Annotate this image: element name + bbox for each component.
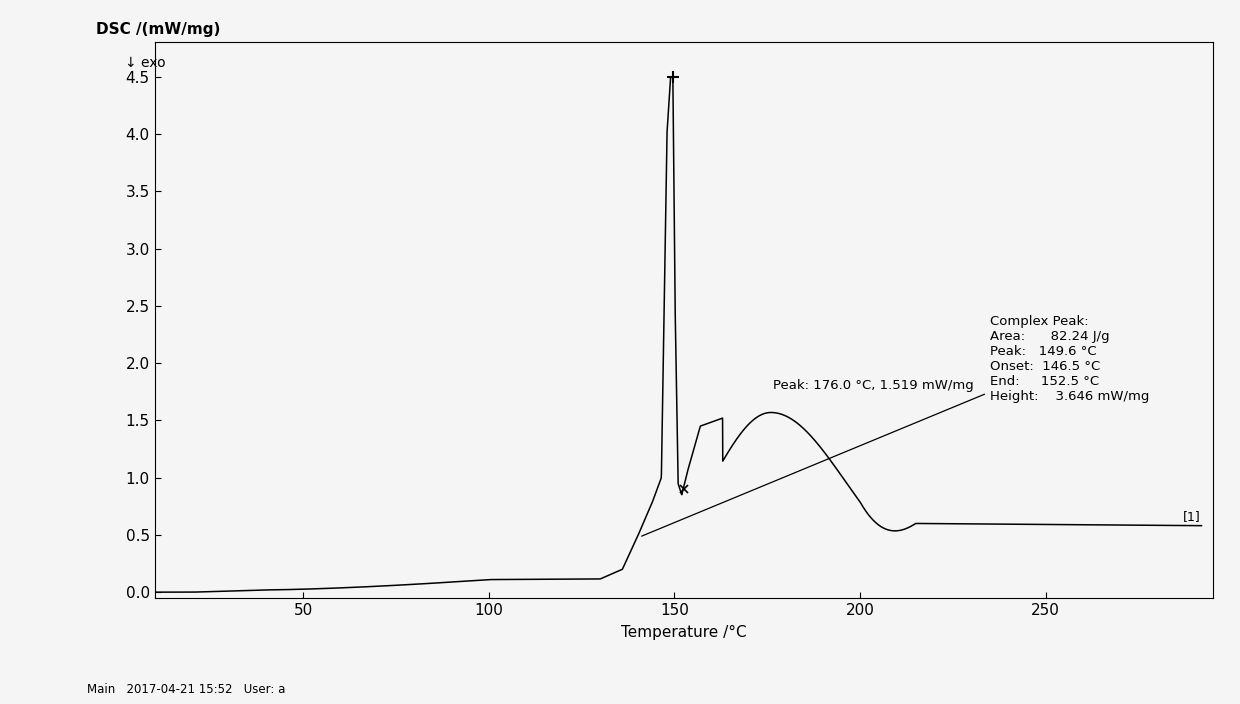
Text: Main   2017-04-21 15:52   User: a: Main 2017-04-21 15:52 User: a — [87, 684, 285, 696]
Text: Complex Peak:
Area:      82.24 J/g
Peak:   149.6 °C
Onset:  146.5 °C
End:     15: Complex Peak: Area: 82.24 J/g Peak: 149.… — [641, 315, 1149, 536]
Text: [1]: [1] — [1183, 510, 1200, 523]
Text: Peak: 176.0 °C, 1.519 mW/mg: Peak: 176.0 °C, 1.519 mW/mg — [773, 379, 973, 391]
Text: ↓ exo: ↓ exo — [125, 56, 166, 70]
Text: DSC /(mW/mg): DSC /(mW/mg) — [97, 22, 221, 37]
X-axis label: Temperature /°C: Temperature /°C — [621, 624, 746, 640]
